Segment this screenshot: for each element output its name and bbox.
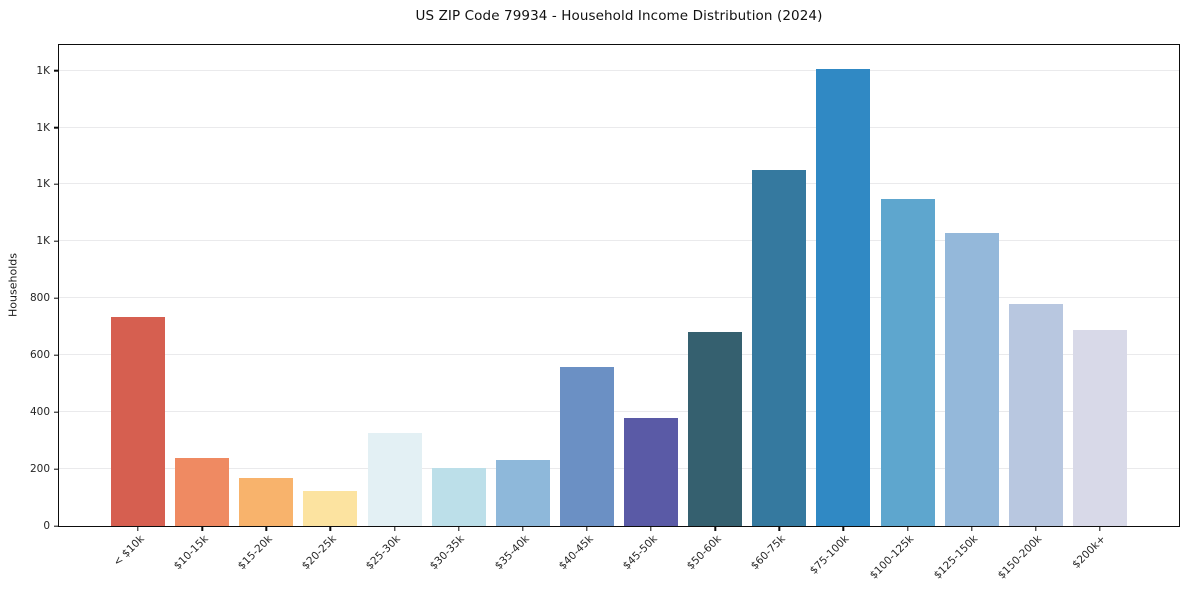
- x-tick-label: $20-25k: [299, 533, 339, 573]
- y-tick-mark: [54, 297, 59, 300]
- x-tick-mark: [970, 526, 973, 531]
- bar: [431, 468, 486, 526]
- y-tick-mark: [54, 183, 59, 186]
- plot-area: 0 200 400 600 800 1K 1K 1K 1K < $10k $10-15k $15-20…: [30, 44, 1180, 582]
- x-tick-label: $200k+: [1070, 533, 1109, 571]
- x-tick-mark: [329, 526, 332, 531]
- bar: [688, 332, 743, 526]
- x-tick-mark: [1035, 526, 1037, 531]
- x-tick-label: $150-200k: [995, 533, 1045, 582]
- y-tick-label: 1K: [36, 235, 50, 248]
- y-tick-mark: [54, 240, 59, 243]
- x-tick-mark: [201, 526, 203, 531]
- bar: [816, 69, 871, 526]
- bar-slot: < $10k: [106, 45, 170, 569]
- y-tick-label: 1K: [36, 121, 50, 134]
- bar: [559, 366, 614, 526]
- y-tick-label: 400: [29, 406, 50, 419]
- y-tick-mark: [54, 525, 59, 527]
- bar-slot: $25-30k: [363, 45, 427, 572]
- bar: [175, 457, 230, 526]
- bar: [944, 232, 999, 526]
- x-tick-mark: [842, 526, 845, 531]
- bar-slot: $200k+: [1068, 45, 1132, 571]
- x-tick-label: $35-40k: [492, 533, 532, 573]
- x-tick-label: $15-20k: [235, 533, 275, 573]
- bar-slot: $35-40k: [491, 45, 555, 572]
- bar-slot: $10-15k: [170, 45, 234, 572]
- bar: [367, 433, 422, 526]
- x-tick-mark: [1099, 526, 1101, 531]
- x-tick-label: $50-60k: [684, 533, 724, 573]
- x-tick-label: $75-100k: [808, 533, 852, 577]
- x-tick-mark: [393, 526, 396, 531]
- x-tick-label: $30-35k: [428, 533, 468, 573]
- x-tick-label: $125-150k: [931, 533, 981, 582]
- gridline: [59, 240, 1179, 242]
- bars-container: < $10k $10-15k $15-20k $20-25k $25-30k $30-35…: [59, 45, 1179, 582]
- bar: [880, 199, 935, 526]
- x-tick-label: $25-30k: [363, 533, 404, 573]
- y-tick-label: 200: [29, 463, 50, 476]
- bar: [239, 477, 294, 526]
- x-tick-mark: [586, 526, 588, 531]
- x-tick-mark: [522, 526, 524, 531]
- gridline: [59, 354, 1179, 356]
- bar-slot: $75-100k: [808, 45, 875, 577]
- bar-slot: $40-45k: [555, 45, 619, 572]
- x-tick-label: $60-75k: [748, 533, 788, 573]
- bar: [752, 170, 807, 526]
- y-tick-mark: [54, 468, 59, 470]
- y-tick-label: 1K: [36, 178, 50, 191]
- gridline: [59, 69, 1179, 71]
- gridline: [59, 126, 1179, 128]
- y-tick-mark: [54, 126, 59, 129]
- gridline: [59, 468, 1179, 470]
- x-tick-mark: [778, 526, 781, 531]
- bar: [624, 418, 679, 526]
- gridline: [59, 183, 1179, 185]
- x-tick-mark: [650, 526, 652, 531]
- x-tick-label: $100-125k: [867, 533, 917, 582]
- gridline: [59, 297, 1179, 299]
- bar-slot: $150-200k: [996, 45, 1068, 582]
- x-tick-mark: [137, 526, 139, 531]
- gridline: [59, 411, 1179, 413]
- bar: [1072, 330, 1127, 526]
- y-tick-label: 1K: [36, 64, 50, 77]
- x-tick-mark: [906, 526, 909, 531]
- bar-slot: $45-50k: [619, 45, 683, 572]
- bar: [495, 459, 550, 526]
- x-tick-label: < $10k: [111, 533, 147, 569]
- y-tick-mark: [54, 411, 59, 413]
- x-tick-mark: [714, 526, 716, 531]
- y-tick-label: 0: [43, 520, 50, 532]
- y-tick-mark: [54, 354, 59, 356]
- bar-slot: $15-20k: [234, 45, 298, 572]
- x-tick-mark: [265, 526, 268, 531]
- x-tick-mark: [457, 526, 460, 531]
- bar: [111, 316, 166, 526]
- y-tick-mark: [54, 69, 59, 72]
- bar: [303, 491, 358, 526]
- bar-slot: $60-75k: [747, 45, 811, 572]
- bar-slot: $125-150k: [932, 45, 1004, 582]
- y-tick-label: 800: [29, 292, 50, 305]
- bar-slot: $20-25k: [298, 45, 362, 572]
- bar-slot: $50-60k: [683, 45, 747, 572]
- bar-slot: $30-35k: [427, 45, 491, 572]
- y-axis-label: Households: [6, 253, 20, 317]
- y-tick-label: 600: [29, 349, 50, 362]
- chart-title: US ZIP Code 79934 - Household Income Dis…: [415, 8, 823, 24]
- bar-slot: $100-125k: [868, 45, 940, 582]
- bar: [1008, 303, 1063, 526]
- x-tick-label: $10-15k: [171, 533, 211, 573]
- x-tick-label: $45-50k: [620, 533, 660, 573]
- x-tick-label: $40-45k: [556, 533, 596, 573]
